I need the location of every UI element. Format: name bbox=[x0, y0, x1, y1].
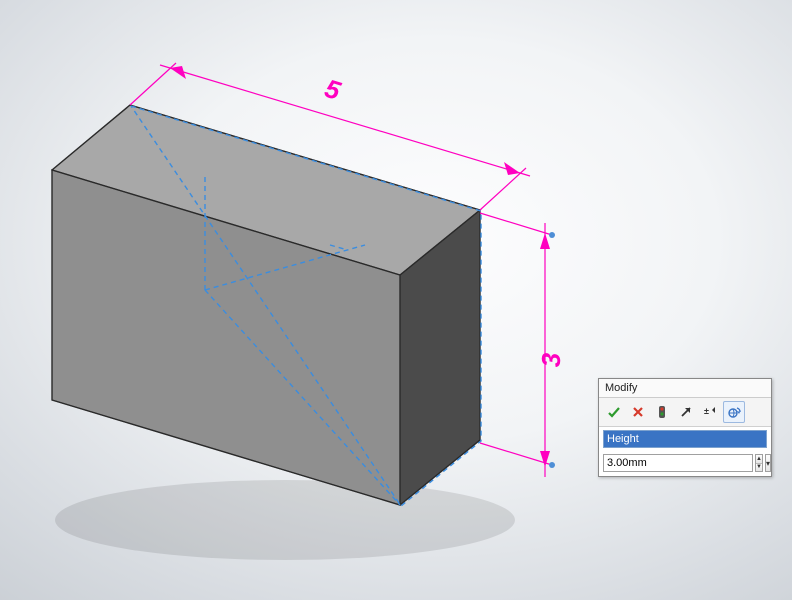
rebuild-button[interactable] bbox=[651, 401, 673, 423]
cad-viewport: 5 3 Modify bbox=[0, 0, 792, 600]
reverse-direction-button[interactable] bbox=[675, 401, 697, 423]
shadow bbox=[55, 480, 515, 560]
dimension-value-input[interactable] bbox=[603, 454, 753, 472]
arrow-ne-icon bbox=[679, 405, 693, 419]
traffic-light-icon bbox=[655, 405, 669, 419]
value-dropdown-button[interactable]: ▾ bbox=[765, 454, 771, 472]
modify-toolbar: ± bbox=[599, 398, 771, 427]
value-spinner: ▲ ▼ bbox=[755, 454, 763, 472]
cancel-button[interactable] bbox=[627, 401, 649, 423]
mark-for-drawing-button[interactable] bbox=[723, 401, 745, 423]
ok-button[interactable] bbox=[603, 401, 625, 423]
svg-text:±: ± bbox=[704, 406, 709, 416]
modify-dialog: Modify bbox=[598, 378, 772, 477]
dimension-height-value[interactable]: 3 bbox=[536, 352, 566, 367]
dimension-height[interactable] bbox=[480, 213, 555, 477]
spinner-up-button[interactable]: ▲ bbox=[756, 455, 762, 464]
dimension-name-input[interactable] bbox=[603, 430, 767, 448]
scene: 5 3 bbox=[0, 0, 792, 600]
dimension-length-value[interactable]: 5 bbox=[321, 73, 344, 106]
ok-check-icon bbox=[609, 408, 619, 416]
modify-dialog-title: Modify bbox=[599, 379, 771, 398]
spinner-down-button[interactable]: ▼ bbox=[756, 464, 762, 472]
dimension-name-row bbox=[599, 427, 771, 451]
increment-button[interactable]: ± bbox=[699, 401, 721, 423]
dimension-value-row: ▲ ▼ ▾ bbox=[599, 451, 771, 476]
increment-icon: ± bbox=[703, 405, 717, 419]
globe-redo-icon bbox=[727, 405, 741, 419]
